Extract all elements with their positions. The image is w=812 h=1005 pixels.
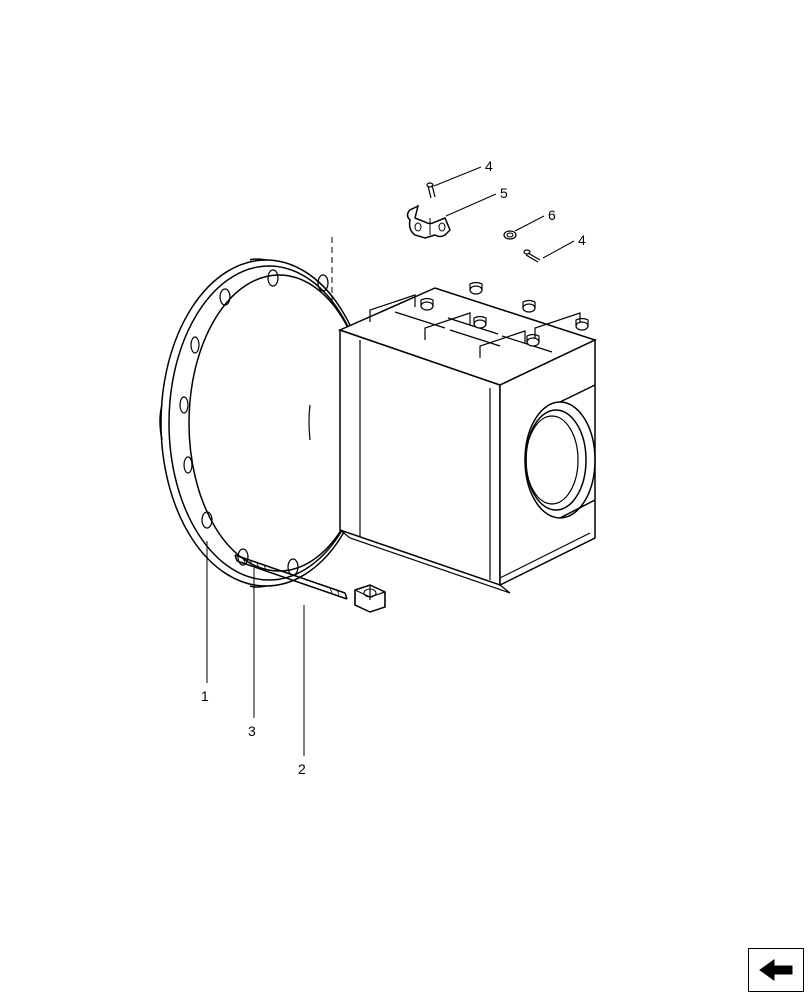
- callout-4-right: 4: [578, 232, 586, 248]
- back-nav-button[interactable]: [748, 948, 804, 992]
- callout-4-top: 4: [485, 158, 493, 174]
- callout-6: 6: [548, 207, 556, 223]
- technical-drawing: [0, 0, 812, 1000]
- callout-1: 1: [201, 688, 209, 704]
- back-arrow-icon: [756, 956, 796, 984]
- callout-3: 3: [248, 723, 256, 739]
- callout-2: 2: [298, 761, 306, 777]
- callout-5: 5: [500, 185, 508, 201]
- parts-diagram: 1 2 3 4 4 5 6: [0, 0, 812, 1000]
